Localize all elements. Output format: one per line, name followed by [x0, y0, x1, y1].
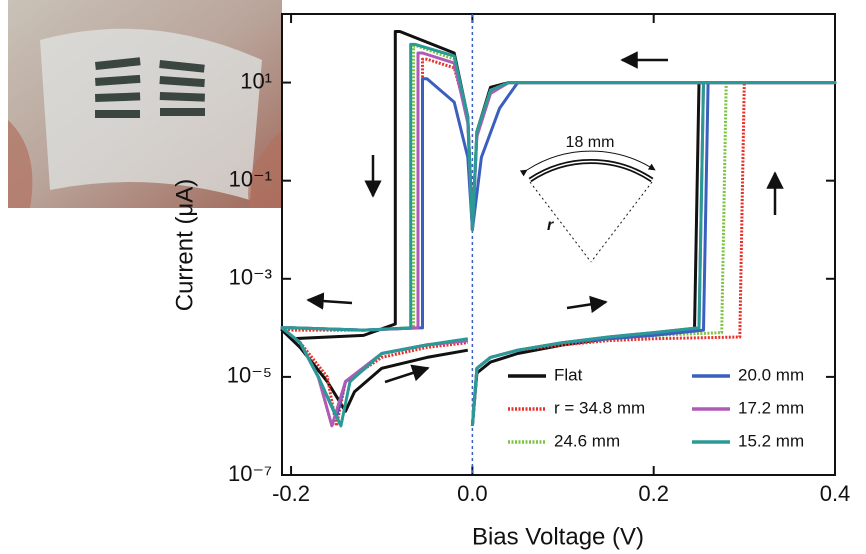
legend-label: r = 34.8 mm [554, 398, 645, 417]
y-tick-label: 10⁻³ [229, 265, 272, 290]
y-tick-label: 10¹ [240, 68, 272, 93]
legend-label: 24.6 mm [554, 431, 620, 450]
y-tick-label: 10⁻⁷ [228, 461, 272, 486]
y-axis-title: Current (μA) [171, 179, 198, 312]
x-tick-label: 0.4 [820, 481, 851, 506]
x-tick-label: 0.0 [457, 481, 488, 506]
x-axis-title: Bias Voltage (V) [472, 523, 644, 550]
legend: Flat r = 34.8 mm 24.6 mm 20.0 mm 17.2 mm 15.2… [508, 365, 804, 450]
annotation: r [547, 217, 554, 234]
x-tick-label: 0.2 [638, 481, 669, 506]
y-tick-label: 10⁻⁵ [227, 363, 272, 388]
legend-label: 20.0 mm [738, 365, 804, 384]
annotation: 18 mm [566, 134, 615, 151]
chart: 18 mm r Bias Voltage (V) Current (μA) Fl… [0, 0, 866, 554]
y-tick-label: 10⁻¹ [229, 166, 272, 191]
legend-label: Flat [554, 365, 583, 384]
bend-diagram [527, 151, 655, 262]
legend-label: 15.2 mm [738, 431, 804, 450]
legend-label: 17.2 mm [738, 398, 804, 417]
x-tick-label: -0.2 [272, 481, 310, 506]
